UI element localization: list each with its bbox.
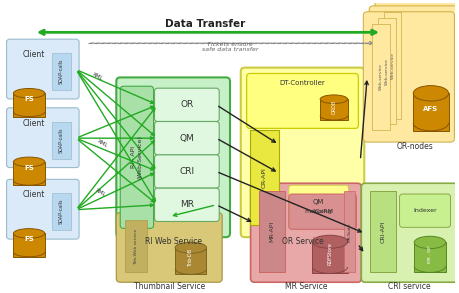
Text: RI - API
(Web-Service): RI - API (Web-Service)	[131, 135, 142, 179]
Text: XML: XML	[96, 138, 108, 148]
Text: XML: XML	[91, 71, 104, 81]
FancyBboxPatch shape	[240, 68, 364, 237]
Bar	[259, 191, 284, 272]
Text: QM: QM	[312, 199, 324, 205]
Text: MR Service: MR Service	[284, 282, 326, 291]
FancyBboxPatch shape	[154, 88, 219, 122]
Text: Client: Client	[23, 190, 45, 199]
Text: QM: QM	[179, 134, 194, 143]
Text: Thumbnail Service: Thumbnail Service	[133, 282, 204, 291]
Text: CRI: CRI	[179, 167, 194, 176]
Bar	[51, 193, 71, 230]
Text: Indexer: Indexer	[412, 208, 436, 213]
Bar	[249, 130, 279, 225]
Bar	[51, 53, 71, 90]
Text: AFS: AFS	[422, 106, 437, 112]
Text: FS: FS	[24, 96, 34, 102]
Text: SOAP-calls: SOAP-calls	[59, 59, 64, 84]
Bar	[13, 93, 45, 117]
Text: Thb-Web service: Thb-Web service	[134, 228, 138, 265]
Bar	[414, 242, 445, 272]
Ellipse shape	[175, 242, 206, 253]
Bar	[13, 234, 45, 257]
Text: SOAP-calls: SOAP-calls	[59, 199, 64, 224]
Text: Tickets ensure
safe data transfer: Tickets ensure safe data transfer	[202, 42, 257, 52]
Bar	[412, 93, 448, 131]
FancyBboxPatch shape	[246, 74, 358, 128]
Text: ORDB: ORDB	[330, 100, 336, 114]
Bar	[125, 221, 146, 272]
Text: FS: FS	[24, 236, 34, 242]
Text: mapping: mapping	[304, 209, 332, 214]
FancyBboxPatch shape	[6, 39, 79, 99]
FancyBboxPatch shape	[369, 6, 459, 136]
Bar	[51, 122, 71, 159]
FancyBboxPatch shape	[154, 122, 219, 155]
FancyBboxPatch shape	[120, 86, 153, 228]
Text: OR-API: OR-API	[261, 167, 266, 188]
Bar	[319, 99, 347, 120]
FancyBboxPatch shape	[154, 155, 219, 188]
Text: Data Transfer: Data Transfer	[165, 20, 245, 30]
FancyBboxPatch shape	[116, 213, 222, 282]
Text: MR-API: MR-API	[269, 221, 274, 242]
Text: OR Service: OR Service	[281, 236, 323, 246]
FancyBboxPatch shape	[363, 12, 453, 142]
FancyBboxPatch shape	[374, 0, 459, 130]
Bar	[383, 12, 401, 119]
Text: OR: OR	[180, 100, 193, 109]
Bar	[312, 242, 347, 273]
Bar	[371, 23, 389, 130]
FancyBboxPatch shape	[154, 188, 219, 222]
Text: XML: XML	[94, 187, 106, 197]
Ellipse shape	[13, 229, 45, 238]
Text: Thb-DB: Thb-DB	[188, 249, 193, 267]
Text: MR-Suite: MR-Suite	[347, 222, 351, 241]
Text: MR - SIP: MR - SIP	[427, 245, 431, 263]
FancyBboxPatch shape	[360, 183, 456, 282]
Text: Web-service: Web-service	[390, 52, 394, 79]
FancyBboxPatch shape	[6, 179, 79, 239]
Text: CRI-API: CRI-API	[380, 221, 385, 243]
FancyBboxPatch shape	[6, 108, 79, 168]
Bar	[175, 248, 206, 274]
Ellipse shape	[13, 157, 45, 167]
Text: ACoRM: ACoRM	[311, 209, 333, 214]
Ellipse shape	[312, 235, 347, 248]
Text: OR-nodes: OR-nodes	[396, 142, 432, 151]
Bar	[369, 191, 395, 272]
Ellipse shape	[13, 88, 45, 98]
FancyBboxPatch shape	[250, 183, 360, 282]
Text: CRI service: CRI service	[387, 282, 430, 291]
Bar	[13, 162, 45, 185]
Text: FS: FS	[24, 165, 34, 171]
Text: Client: Client	[23, 119, 45, 127]
Text: Web-service: Web-service	[384, 57, 388, 85]
Text: RDFStore: RDFStore	[327, 242, 332, 265]
Ellipse shape	[319, 95, 347, 103]
Text: DT-Controller: DT-Controller	[279, 80, 325, 86]
FancyBboxPatch shape	[288, 194, 356, 229]
Text: Web-service: Web-service	[378, 63, 382, 91]
Text: MR: MR	[179, 200, 193, 209]
Ellipse shape	[414, 236, 445, 249]
FancyBboxPatch shape	[399, 194, 449, 227]
Bar	[377, 18, 395, 125]
Text: Client: Client	[23, 50, 45, 59]
Bar	[343, 191, 355, 272]
Text: SOAP-calls: SOAP-calls	[59, 127, 64, 153]
Text: RI Web Service: RI Web Service	[144, 236, 201, 246]
FancyBboxPatch shape	[288, 185, 348, 228]
Ellipse shape	[412, 86, 448, 101]
FancyBboxPatch shape	[116, 77, 230, 237]
